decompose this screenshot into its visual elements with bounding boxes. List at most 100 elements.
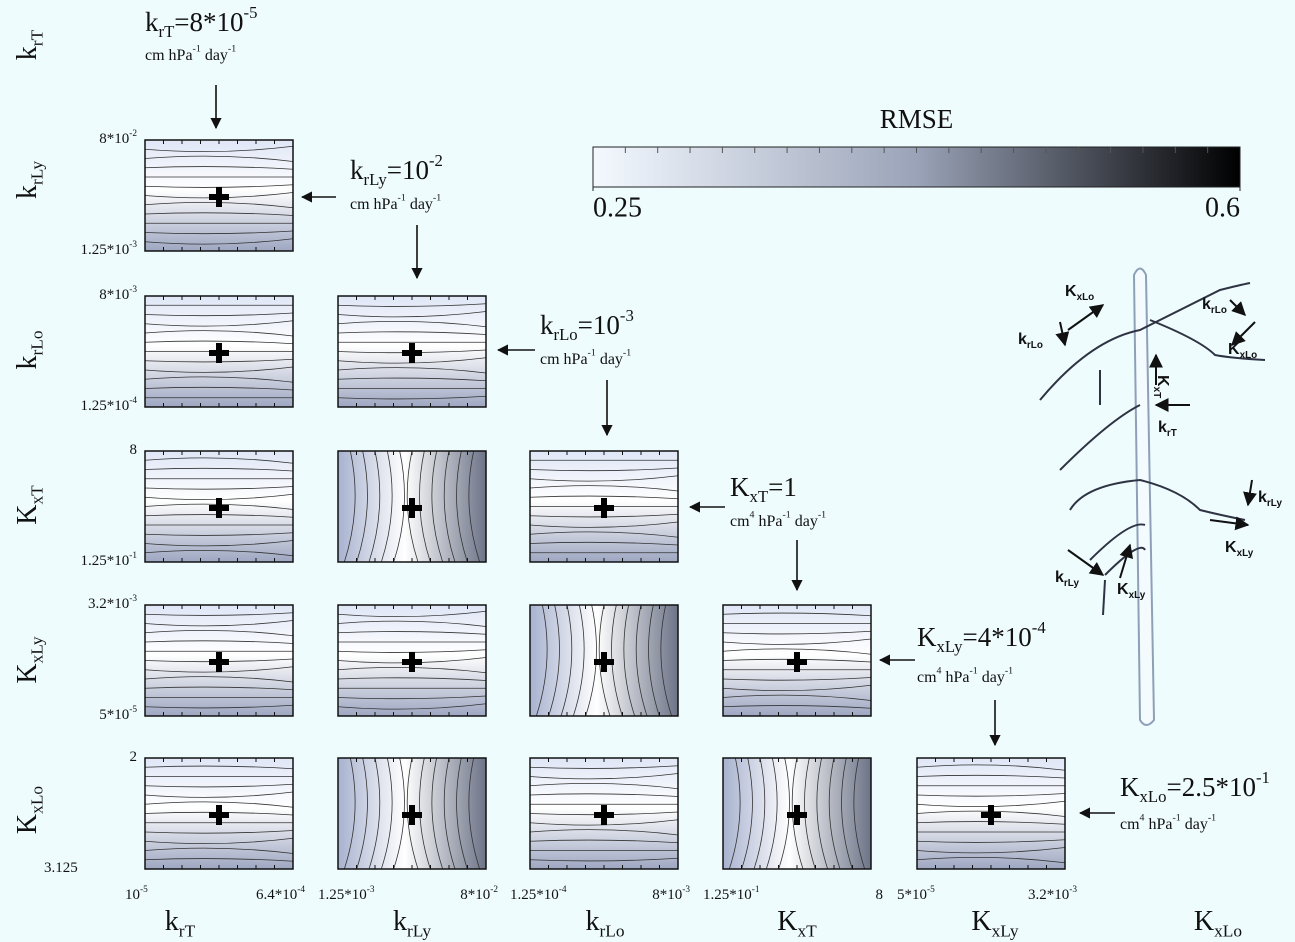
contour-line bbox=[337, 377, 487, 382]
text-part: k bbox=[1202, 296, 1211, 313]
contour-line bbox=[144, 145, 294, 153]
text-part: K bbox=[1154, 375, 1171, 387]
rich-text: 8*10-3 bbox=[99, 285, 137, 303]
contour-line bbox=[443, 757, 456, 870]
contour-line bbox=[144, 457, 294, 464]
text-part: xLo bbox=[1140, 787, 1167, 806]
rich-text: 8*10-2 bbox=[460, 885, 498, 903]
branch bbox=[1149, 319, 1266, 361]
text-part: =1 bbox=[768, 472, 797, 502]
rich-text: krLy=10-2 bbox=[350, 151, 443, 189]
text-part: 8*10 bbox=[99, 131, 129, 147]
text-part: -4 bbox=[1032, 618, 1047, 637]
contour-line bbox=[144, 801, 294, 808]
text-part: 1.25*10 bbox=[318, 887, 367, 903]
text-part: -2 bbox=[490, 885, 498, 895]
text-part: 4 bbox=[937, 666, 942, 677]
text-part: -4 bbox=[297, 885, 305, 895]
contour-line bbox=[144, 830, 294, 834]
contour-line bbox=[144, 858, 294, 862]
rich-text: krLy bbox=[393, 906, 431, 940]
optimum-cross bbox=[594, 805, 614, 825]
colorbar-tick-label: 0.6 bbox=[1205, 192, 1240, 223]
contour-line bbox=[337, 303, 487, 307]
rich-text: cm4 hPa-1 day-1 bbox=[730, 510, 826, 530]
contour-line bbox=[337, 367, 487, 374]
text-part: K bbox=[777, 906, 797, 937]
text-part: day bbox=[406, 196, 433, 213]
contour-line bbox=[144, 320, 294, 327]
contour-line bbox=[456, 757, 468, 870]
contour-line bbox=[468, 757, 481, 870]
rich-text: 6.4*10-4 bbox=[256, 885, 305, 903]
text-part: -1 bbox=[1256, 768, 1270, 787]
text-part: -1 bbox=[1173, 813, 1181, 824]
optimum-cross bbox=[209, 805, 229, 825]
contour-line bbox=[144, 386, 294, 391]
contour-line bbox=[144, 620, 294, 627]
branch bbox=[1102, 579, 1106, 616]
contour-line bbox=[368, 757, 381, 870]
text-part: -3 bbox=[129, 594, 137, 604]
text-part: 1.25*10 bbox=[81, 242, 130, 258]
contour-line bbox=[337, 395, 487, 400]
rich-text: 2 bbox=[130, 749, 138, 765]
contour-line bbox=[529, 531, 679, 538]
contour-line bbox=[529, 773, 679, 780]
contour-line bbox=[337, 631, 487, 635]
rich-text: cm hPa-1 day-1 bbox=[350, 193, 441, 213]
text-part: k bbox=[350, 155, 364, 185]
text-part: K bbox=[1117, 581, 1129, 598]
rich-text: krT bbox=[165, 906, 196, 940]
contour-line bbox=[144, 549, 294, 557]
text-part: xLo bbox=[1214, 921, 1242, 940]
contour-line bbox=[529, 495, 679, 500]
contour-line bbox=[548, 604, 560, 717]
text-part: xLo bbox=[1240, 349, 1258, 360]
contour-line bbox=[144, 640, 294, 644]
text-part: k bbox=[165, 906, 179, 937]
rich-text: 1.25*10-4 bbox=[81, 396, 138, 414]
text-part: xLo bbox=[1077, 291, 1095, 302]
text-part: -1 bbox=[623, 348, 631, 359]
text-part: =10 bbox=[387, 155, 429, 185]
contour-line bbox=[443, 450, 456, 563]
arrow bbox=[1067, 304, 1105, 331]
rich-text: KxLo bbox=[12, 786, 46, 835]
text-part: k bbox=[12, 185, 43, 199]
contour-line bbox=[144, 629, 294, 637]
text-part: K bbox=[1225, 539, 1237, 556]
contour-line bbox=[728, 757, 741, 870]
text-part: hPa bbox=[1145, 816, 1173, 833]
arrow bbox=[1231, 321, 1256, 346]
text-part: rT bbox=[179, 921, 196, 940]
text-part: xLy bbox=[27, 636, 46, 663]
text-part: rT bbox=[1167, 427, 1177, 438]
colorbar bbox=[592, 146, 1241, 188]
rich-text: krT bbox=[1158, 419, 1177, 438]
contour-line bbox=[144, 765, 294, 770]
text-part: rLo bbox=[27, 330, 46, 355]
contour-line bbox=[765, 757, 778, 870]
text-part: k bbox=[12, 46, 43, 60]
text-part: -2 bbox=[129, 129, 137, 139]
text-part: k bbox=[1018, 331, 1027, 348]
rich-text: 8*10-3 bbox=[652, 885, 690, 903]
contour-line bbox=[816, 757, 829, 870]
text-part: hPa bbox=[755, 513, 783, 530]
rich-text: krLo=10-3 bbox=[540, 306, 634, 344]
contour-line bbox=[753, 757, 766, 870]
rich-text: KxT=1 bbox=[730, 472, 797, 506]
contour-line bbox=[356, 757, 368, 870]
contour-line bbox=[337, 331, 487, 335]
contour-line bbox=[529, 521, 679, 528]
contour-line bbox=[916, 847, 1066, 854]
text-part: rLo bbox=[599, 921, 624, 940]
rich-text: krLy bbox=[12, 161, 46, 199]
contour-line bbox=[144, 612, 294, 616]
rich-text: 3.2*10-3 bbox=[88, 594, 137, 612]
text-part: -3 bbox=[367, 885, 375, 895]
text-part: K bbox=[1228, 341, 1240, 358]
contour-line bbox=[529, 765, 679, 769]
contour-line bbox=[722, 648, 872, 655]
